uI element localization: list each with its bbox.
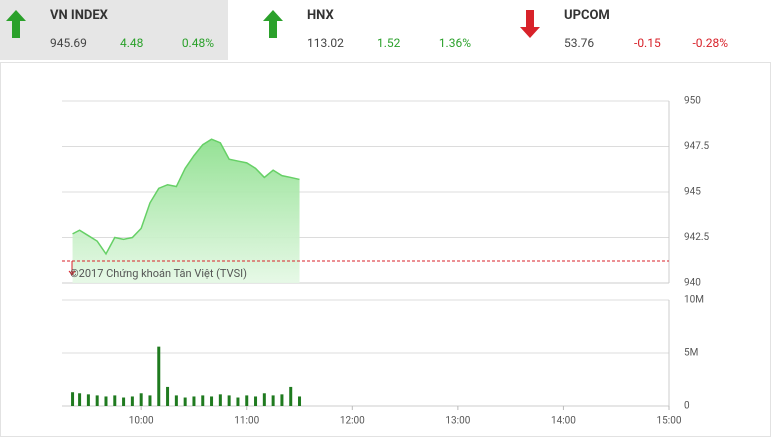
x-tick-label: 10:00: [129, 416, 154, 427]
direction-arrow: [520, 10, 540, 38]
volume-bar: [183, 397, 187, 406]
x-tick-label: 15:00: [657, 416, 682, 427]
volume-bar: [227, 395, 231, 406]
y-tick-label: 947.5: [684, 141, 709, 152]
volume-bar: [95, 395, 99, 406]
index-change: -0.15: [634, 36, 661, 50]
x-tick-label: 13:00: [445, 416, 470, 427]
x-tick-label: 12:00: [340, 416, 365, 427]
x-tick-label: 14:00: [551, 416, 576, 427]
index-percent: 0.48%: [181, 36, 214, 50]
index-name: HNX: [307, 8, 334, 23]
volume-bar: [201, 395, 205, 406]
index-tile[interactable]: UPCOM 53.76 -0.15 -0.28%: [514, 0, 742, 60]
index-change: 1.52: [377, 36, 401, 50]
volume-bar: [71, 392, 75, 406]
volume-bar: [86, 394, 90, 406]
volume-bar: [166, 386, 170, 406]
volume-bar: [254, 396, 258, 406]
chart: 940 942.5 945 947.5 950 ©2017 Chứng khoán Tân…: [0, 62, 771, 437]
volume-bar: [289, 386, 293, 406]
volume-bar: [245, 395, 249, 406]
index-name: VN INDEX: [50, 8, 108, 23]
index-value: 113.02: [307, 36, 344, 50]
volume-bar: [113, 395, 117, 406]
volume-bar: [122, 397, 126, 406]
index-change: 4.48: [120, 36, 144, 50]
area: [72, 139, 300, 283]
y-tick-label: 942.5: [684, 232, 709, 243]
y-tick-label: 950: [684, 96, 701, 107]
copyright: ©2017 Chứng khoán Tân Việt (TVSI): [70, 267, 247, 280]
volume-bar: [271, 395, 275, 406]
y-tick-label: 10M: [684, 295, 704, 306]
y-tick-label: 940: [684, 278, 701, 289]
y-tick-label: 5M: [684, 348, 698, 359]
volume-bar: [78, 393, 82, 406]
index-value: 53.76: [564, 36, 595, 50]
volume-bar: [157, 346, 161, 406]
volume-bar: [298, 396, 302, 406]
index-tile[interactable]: HNX 113.02 1.52 1.36%: [257, 0, 485, 60]
direction-arrow: [6, 10, 26, 38]
volume-bar: [280, 394, 284, 406]
volume-bar: [192, 396, 196, 406]
reference-arrow: [68, 260, 76, 276]
volume-bar: [210, 396, 214, 406]
direction-arrow: [263, 10, 283, 38]
y-tick-label: 0: [684, 401, 690, 412]
volume-bar: [174, 395, 178, 406]
index-name: UPCOM: [564, 8, 610, 23]
volume-bar: [104, 396, 108, 406]
index-percent: -0.28%: [692, 36, 728, 50]
volume-bar: [148, 395, 152, 406]
index-bar: VN INDEX 945.69 4.48 0.48% HNX 113.02 1.52 1.36…: [0, 0, 771, 60]
x-tick-label: 11:00: [234, 416, 259, 427]
volume-bar: [139, 393, 143, 406]
volume-bar: [130, 396, 134, 406]
index-percent: 1.36%: [438, 36, 471, 50]
price-line: [72, 138, 300, 256]
index-tile[interactable]: VN INDEX 945.69 4.48 0.48%: [0, 0, 228, 60]
y-tick-label: 945: [684, 187, 701, 198]
volume-bar: [218, 394, 222, 406]
volume-bar: [236, 397, 240, 406]
index-value: 945.69: [50, 36, 87, 50]
volume-bar: [262, 393, 266, 406]
